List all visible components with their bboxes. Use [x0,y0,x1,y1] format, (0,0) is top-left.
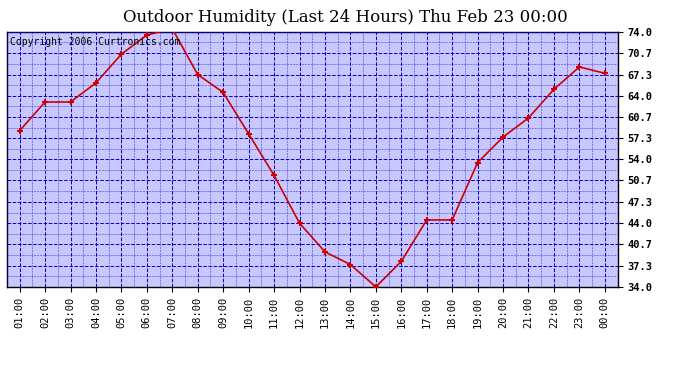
Text: Copyright 2006 Curtronics.com: Copyright 2006 Curtronics.com [10,37,180,47]
Text: Outdoor Humidity (Last 24 Hours) Thu Feb 23 00:00: Outdoor Humidity (Last 24 Hours) Thu Feb… [123,9,567,26]
